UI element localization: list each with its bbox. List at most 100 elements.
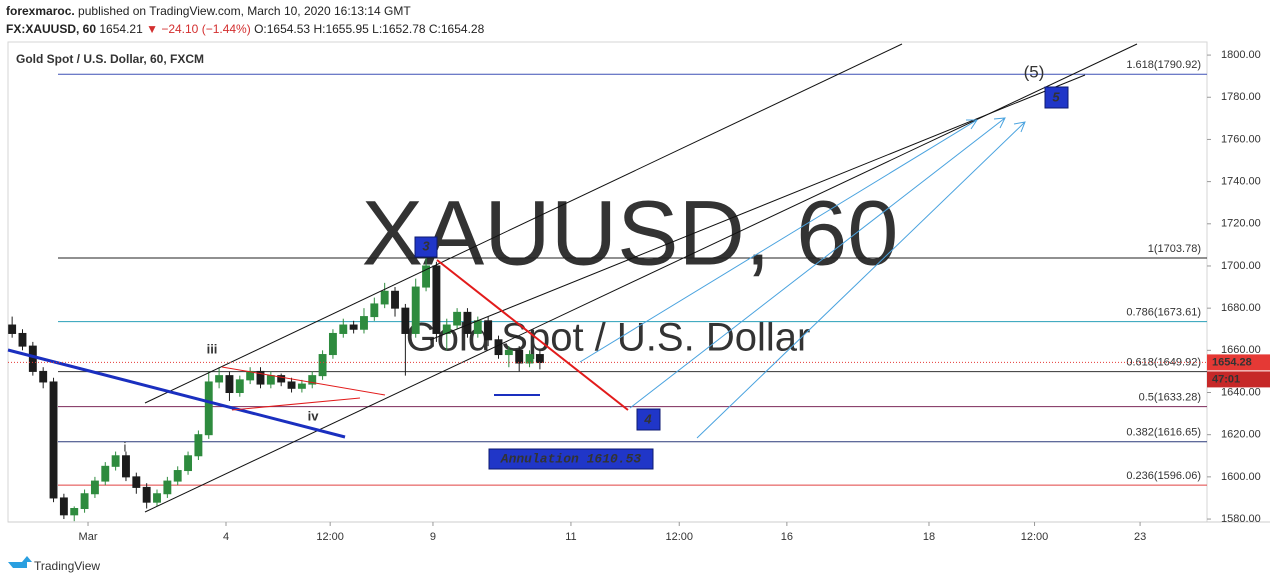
published: published on TradingView.com, March 10, … — [78, 4, 411, 18]
candle-body — [8, 324, 17, 334]
y-tick-label: 1760.00 — [1221, 133, 1261, 145]
header-line-2: FX:XAUUSD, 60 1654.21 ▼ −24.10 (−1.44%) … — [6, 22, 485, 36]
annulation: Annulation 1610.53 — [500, 451, 642, 466]
x-tick-label: 12:00 — [316, 531, 344, 543]
x-tick-label: 9 — [430, 531, 436, 543]
last-price-box — [1207, 354, 1270, 371]
candle-body — [39, 370, 48, 383]
candle-body — [391, 290, 399, 309]
y-tick-label: 1740.00 — [1221, 176, 1261, 188]
candle-body — [380, 290, 389, 305]
wave-label: (5) — [1024, 62, 1045, 81]
candle-body — [204, 381, 213, 436]
candle-body — [411, 286, 420, 334]
fib-label: 0.5(1633.28) — [1139, 392, 1201, 404]
watermark: XAUUSD, 60 — [362, 182, 899, 284]
ohlc: O:1654.53 H:1655.95 L:1652.78 C:1654.28 — [254, 22, 485, 36]
author: forexmaroc. — [6, 4, 75, 18]
candle-body — [173, 470, 182, 482]
channel-lower — [144, 43, 1138, 513]
candle-body — [422, 265, 431, 288]
trend-blue — [7, 348, 346, 439]
candle-body — [287, 381, 296, 389]
candle-body — [277, 375, 286, 383]
triangle-bottom — [231, 397, 361, 411]
x-tick-label: 23 — [1134, 531, 1146, 543]
x-tick-label: 12:00 — [1021, 531, 1049, 543]
y-tick-label: 1620.00 — [1221, 429, 1261, 441]
candle-body — [70, 508, 79, 516]
y-tick-label: 1720.00 — [1221, 218, 1261, 230]
chart-title: Gold Spot / U.S. Dollar, 60, FXCM — [16, 52, 204, 66]
wave-label: i — [124, 439, 127, 454]
y-tick-label: 1660.00 — [1221, 344, 1261, 356]
channel-upper — [144, 43, 903, 404]
y-tick-label: 1780.00 — [1221, 91, 1261, 103]
logo — [8, 556, 32, 568]
wave-label: iii — [207, 341, 218, 356]
triangle-top — [221, 366, 386, 396]
candle-body — [101, 465, 110, 482]
candle-body — [266, 375, 275, 385]
y-tick-label: 1640.00 — [1221, 386, 1261, 398]
wave-box — [636, 408, 661, 431]
last-price-label: 1654.28 — [1212, 356, 1252, 368]
candle-body — [308, 375, 317, 385]
candle-body — [256, 370, 265, 385]
candle-body — [360, 316, 368, 330]
candle-body — [370, 303, 379, 318]
drawings — [7, 43, 1138, 513]
x-tick-label: 18 — [923, 531, 935, 543]
candle-body — [18, 332, 27, 347]
wave-label: 4 — [643, 411, 652, 426]
change: ▼ −24.10 (−1.44%) — [146, 22, 251, 36]
candle-body — [142, 486, 151, 503]
fib-label: 0.786(1673.61) — [1126, 307, 1201, 319]
candle-body — [473, 320, 482, 334]
candle-body — [153, 493, 161, 503]
candle-body — [494, 339, 503, 356]
candle-body — [215, 375, 224, 383]
candle-body — [504, 349, 513, 356]
candle-body — [525, 354, 534, 364]
candle-body — [235, 379, 244, 394]
candle-body — [122, 455, 130, 478]
wave-box — [414, 236, 438, 258]
candle-body — [132, 476, 141, 488]
candles — [8, 258, 544, 522]
fib-label: 0.382(1616.65) — [1126, 427, 1201, 439]
candle-body — [401, 307, 410, 334]
candle-body — [318, 354, 327, 377]
wave-label: 3 — [422, 238, 430, 253]
arrow — [696, 121, 1026, 439]
channel-mid — [429, 74, 1086, 341]
candle-body — [328, 332, 337, 356]
x-tick-label: 4 — [223, 531, 229, 543]
x-tick-label: 12:00 — [665, 531, 693, 543]
candle-body — [111, 455, 120, 467]
x-tick-label: Mar — [79, 531, 98, 543]
y-tick-label: 1700.00 — [1221, 260, 1261, 272]
annulation-box — [488, 448, 654, 470]
candle-body — [49, 381, 58, 499]
wave-label: iv — [308, 408, 320, 423]
candle-body — [349, 324, 358, 330]
candle-body — [463, 311, 472, 334]
wave-label: 5 — [1052, 89, 1060, 104]
candle-body — [297, 383, 306, 389]
x-tick-label: 16 — [781, 531, 793, 543]
candle-body — [59, 497, 68, 516]
fib-label: 1(1703.78) — [1148, 243, 1201, 255]
symbol: FX:XAUUSD, 60 — [6, 22, 96, 36]
candle-body — [163, 480, 172, 495]
wave-box — [1044, 86, 1069, 109]
candle-body — [484, 320, 493, 341]
countdown: 47:01 — [1212, 373, 1240, 385]
x-tick-label: 11 — [565, 531, 576, 543]
y-tick-label: 1680.00 — [1221, 302, 1261, 314]
arrow — [579, 119, 978, 363]
candle-body — [90, 480, 99, 495]
last: 1654.21 — [99, 22, 143, 36]
